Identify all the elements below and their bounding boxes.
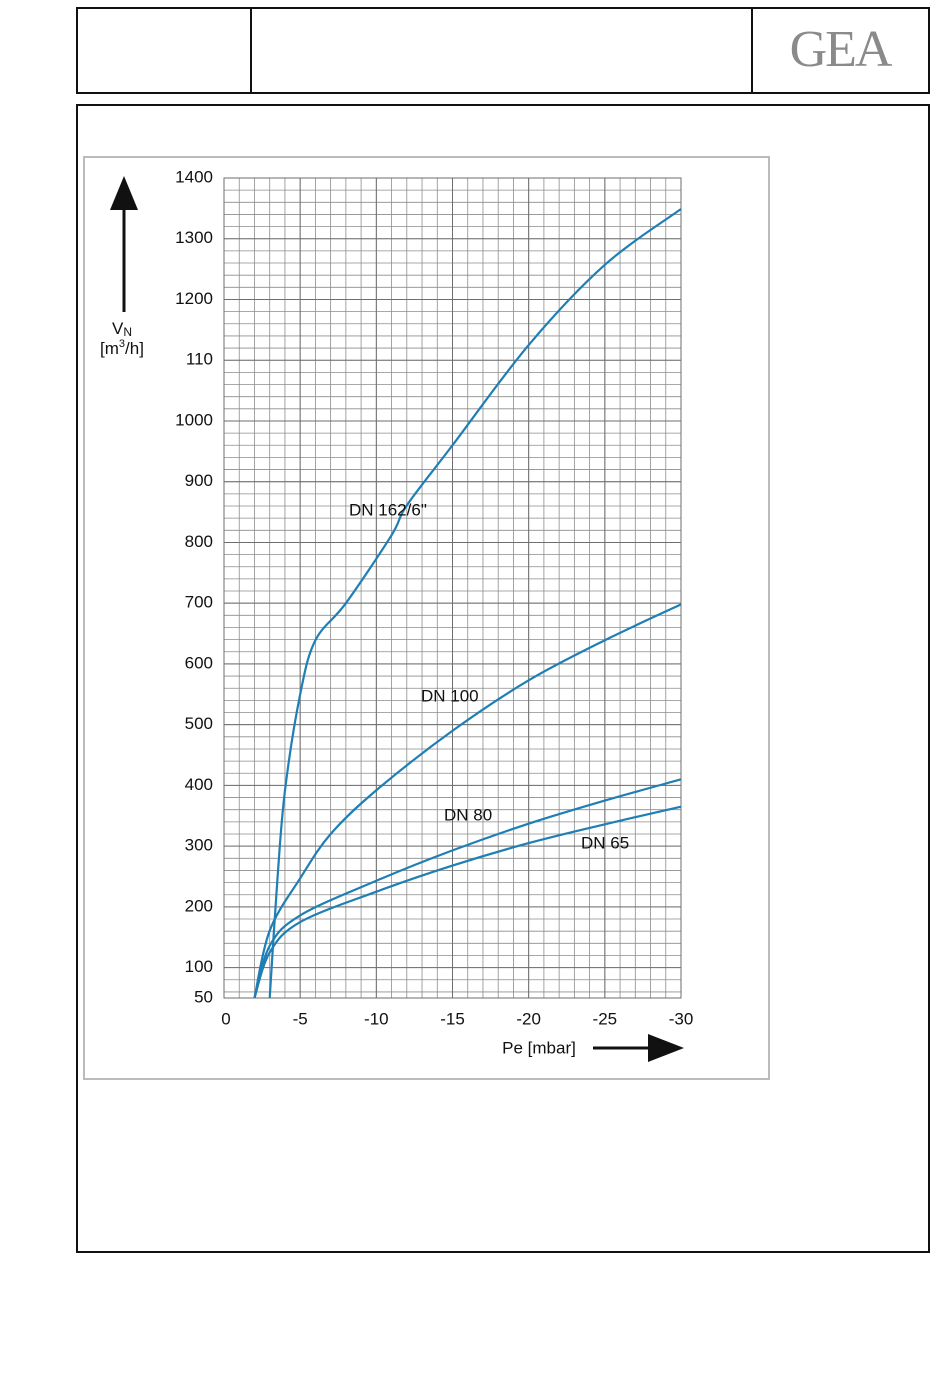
y-arrow-head bbox=[110, 176, 138, 210]
series-line bbox=[253, 805, 682, 999]
series-label: DN 162/6" bbox=[349, 500, 427, 519]
series-label: DN 80 bbox=[444, 805, 492, 824]
series-label: DN 65 bbox=[581, 833, 629, 852]
y-tick-label: 300 bbox=[185, 836, 213, 855]
series-line bbox=[268, 208, 682, 999]
y-axis-unit: [m3/h] bbox=[100, 338, 144, 359]
y-axis-label: VN bbox=[112, 319, 132, 339]
x-tick-label: 0 bbox=[221, 1009, 230, 1028]
grid bbox=[223, 177, 682, 999]
y-tick-label: 110 bbox=[186, 350, 213, 369]
y-tick-label: 800 bbox=[185, 532, 213, 551]
x-axis-label: Pe [mbar] bbox=[502, 1038, 576, 1057]
x-tick-label: -5 bbox=[293, 1009, 308, 1028]
y-unit-suffix: /h] bbox=[125, 339, 144, 358]
series-label: DN 100 bbox=[421, 686, 479, 705]
y-tick-label: 1300 bbox=[175, 228, 213, 247]
x-tick-label: -25 bbox=[593, 1009, 618, 1028]
y-tick-label: 400 bbox=[185, 775, 213, 794]
y-tick-label: 50 bbox=[194, 987, 213, 1006]
x-tick-label: -30 bbox=[669, 1009, 694, 1028]
plot bbox=[253, 208, 682, 999]
y-tick-label: 1000 bbox=[175, 410, 213, 429]
x-tick-label: -15 bbox=[440, 1009, 465, 1028]
y-tick-label: 200 bbox=[185, 896, 213, 915]
y-unit-prefix: [m bbox=[100, 339, 119, 358]
series-line bbox=[253, 778, 682, 999]
x-arrow-head bbox=[648, 1034, 684, 1062]
logo: GEA bbox=[790, 21, 893, 78]
y-unit-exponent: 3 bbox=[119, 338, 125, 350]
y-label-subscript: N bbox=[123, 325, 132, 339]
y-tick-label: 1200 bbox=[175, 289, 213, 308]
x-tick-label: -10 bbox=[364, 1009, 389, 1028]
series-line bbox=[253, 603, 682, 999]
y-label-symbol: V bbox=[112, 319, 124, 338]
content-box bbox=[76, 104, 930, 1253]
header-box bbox=[76, 7, 930, 94]
y-tick-label: 100 bbox=[185, 957, 213, 976]
y-tick-label: 500 bbox=[185, 714, 213, 733]
chart-frame bbox=[83, 156, 770, 1080]
y-tick-label: 900 bbox=[185, 471, 213, 490]
y-tick-label: 600 bbox=[185, 653, 213, 672]
y-tick-label: 700 bbox=[185, 593, 213, 612]
y-tick-label: 1400 bbox=[175, 167, 213, 186]
x-tick-label: -20 bbox=[516, 1009, 541, 1028]
